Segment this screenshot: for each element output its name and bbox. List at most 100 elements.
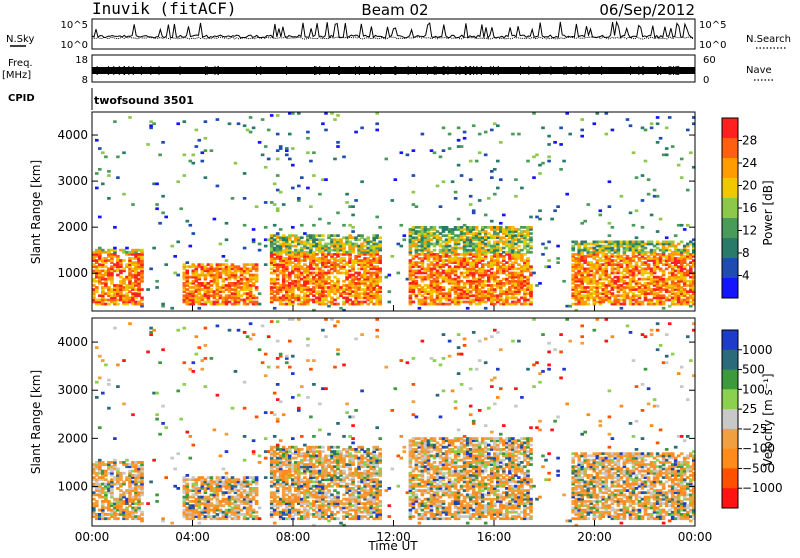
power-cell bbox=[484, 243, 488, 246]
power-cell bbox=[252, 238, 256, 241]
power-cell bbox=[605, 284, 609, 287]
power-cell bbox=[394, 178, 398, 181]
power-cell bbox=[176, 241, 180, 244]
power-cell bbox=[686, 189, 690, 192]
power-cell bbox=[255, 263, 259, 266]
power-cell bbox=[493, 193, 497, 196]
power-cell bbox=[300, 176, 304, 179]
power-cell bbox=[95, 187, 99, 190]
velocity-cell bbox=[195, 353, 199, 356]
power-cell bbox=[249, 116, 253, 119]
power-cell bbox=[378, 286, 382, 289]
velocity-cell bbox=[240, 491, 244, 494]
power-cell bbox=[556, 245, 560, 248]
power-cell bbox=[255, 205, 259, 208]
power-cell bbox=[644, 243, 648, 246]
velocity-cell bbox=[249, 338, 253, 341]
power-cell bbox=[605, 253, 609, 256]
velocity-cell bbox=[131, 413, 135, 416]
power-cell bbox=[439, 205, 443, 208]
power-cell bbox=[391, 255, 395, 258]
power-cell bbox=[502, 282, 506, 285]
velocity-cell bbox=[128, 322, 132, 325]
power-cell bbox=[529, 245, 533, 248]
power-cell bbox=[662, 294, 666, 297]
power-cell bbox=[210, 263, 214, 266]
power-colorbar-segment bbox=[722, 178, 738, 199]
power-colorbar-segment bbox=[722, 238, 738, 259]
power-cell bbox=[366, 236, 370, 239]
velocity-cell bbox=[240, 513, 244, 516]
power-cell bbox=[176, 180, 180, 183]
power-cell bbox=[300, 265, 304, 268]
velocity-cell bbox=[101, 496, 105, 499]
power-cell bbox=[424, 284, 428, 287]
power-cell bbox=[490, 176, 494, 179]
power-cell bbox=[502, 290, 506, 293]
power-ytick-label: 4000 bbox=[57, 128, 88, 142]
power-cell bbox=[164, 263, 168, 266]
velocity-cell bbox=[201, 502, 205, 505]
noise-left-tick-top: 10^5 bbox=[61, 20, 88, 31]
velocity-cell bbox=[222, 498, 226, 501]
power-cell bbox=[593, 122, 597, 125]
power-cell bbox=[457, 127, 461, 130]
power-cell bbox=[222, 263, 226, 266]
velocity-cell bbox=[95, 346, 99, 349]
power-cell bbox=[484, 230, 488, 233]
power-cell bbox=[125, 247, 129, 250]
velocity-cell bbox=[116, 468, 120, 471]
power-cell bbox=[300, 259, 304, 262]
power-cell bbox=[478, 151, 482, 154]
power-cell bbox=[276, 158, 280, 161]
power-cell bbox=[466, 307, 470, 310]
power-cell bbox=[484, 249, 488, 252]
power-cell bbox=[448, 147, 452, 150]
power-colorbar-segment bbox=[722, 278, 738, 299]
power-cell bbox=[583, 220, 587, 223]
power-cell bbox=[267, 158, 271, 161]
power-cell bbox=[496, 276, 500, 279]
power-cell bbox=[243, 197, 247, 200]
power-cell bbox=[400, 151, 404, 154]
power-cell bbox=[424, 276, 428, 279]
velocity-cell bbox=[140, 511, 144, 514]
power-cell bbox=[647, 263, 651, 266]
velocity-cell bbox=[201, 368, 205, 371]
velocity-cell bbox=[119, 483, 123, 486]
power-cell bbox=[342, 284, 346, 287]
power-cell bbox=[291, 147, 295, 150]
velocity-cell bbox=[101, 487, 105, 490]
power-cell bbox=[258, 292, 262, 295]
velocity-cell bbox=[113, 437, 117, 440]
velocity-cell bbox=[222, 468, 226, 471]
power-cell bbox=[131, 203, 135, 206]
velocity-heatmap-cells bbox=[92, 318, 696, 527]
power-cell bbox=[623, 286, 627, 289]
power-cell bbox=[662, 263, 666, 266]
velocity-cell bbox=[113, 459, 117, 462]
power-cell bbox=[499, 141, 503, 144]
power-cell bbox=[279, 191, 283, 194]
power-cell bbox=[583, 268, 587, 271]
velocity-cell bbox=[164, 476, 168, 479]
power-cell bbox=[680, 158, 684, 161]
nsearch-label: N.Search bbox=[746, 34, 791, 45]
power-cell bbox=[644, 129, 648, 132]
power-cell bbox=[291, 226, 295, 229]
station-title: Inuvik (fitACF) bbox=[92, 0, 237, 18]
power-cell bbox=[442, 241, 446, 244]
power-cell bbox=[469, 203, 473, 206]
velocity-cell bbox=[173, 468, 177, 471]
power-cell bbox=[623, 280, 627, 283]
power-cell bbox=[306, 151, 310, 154]
power-cell bbox=[161, 141, 165, 144]
power-cell bbox=[644, 268, 648, 271]
power-cell bbox=[514, 178, 518, 181]
power-cell bbox=[363, 245, 367, 248]
velocity-cell bbox=[255, 500, 259, 503]
power-cell bbox=[463, 290, 467, 293]
power-cell bbox=[529, 226, 533, 229]
power-cell bbox=[324, 129, 328, 132]
power-cell bbox=[222, 268, 226, 271]
